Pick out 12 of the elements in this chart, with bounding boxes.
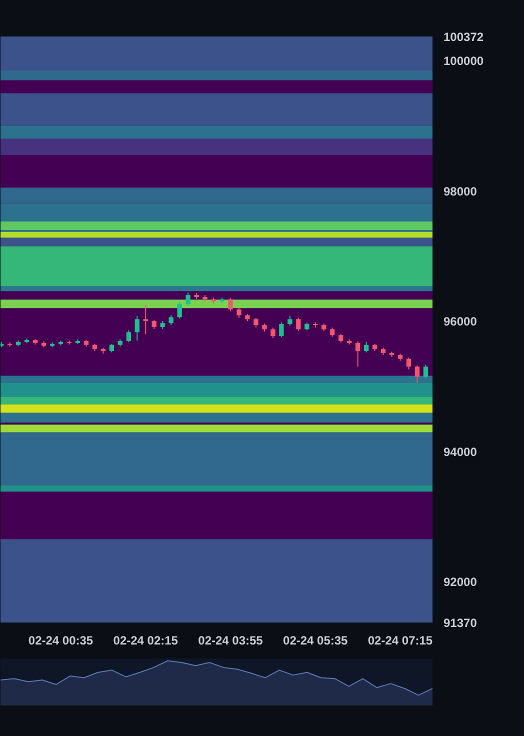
x-tick-label: 02-24 00:35: [28, 634, 94, 648]
y-tick-label: 100372: [444, 30, 484, 44]
y-tick-label: 98000: [444, 184, 478, 198]
y-tick-label: 100000: [444, 54, 484, 68]
x-tick-label: 02-24 02:15: [113, 634, 178, 648]
y-tick-label: 96000: [444, 314, 478, 329]
x-tick-label: 02-24 05:35: [283, 634, 348, 648]
y-tick-label: 92000: [444, 574, 478, 589]
x-tick-label: 02-24 03:55: [198, 634, 264, 648]
y-tick-label: 91370: [444, 616, 478, 630]
y-tick-label: 94000: [444, 444, 478, 459]
x-tick-label: 02-24 07:15: [368, 634, 433, 648]
